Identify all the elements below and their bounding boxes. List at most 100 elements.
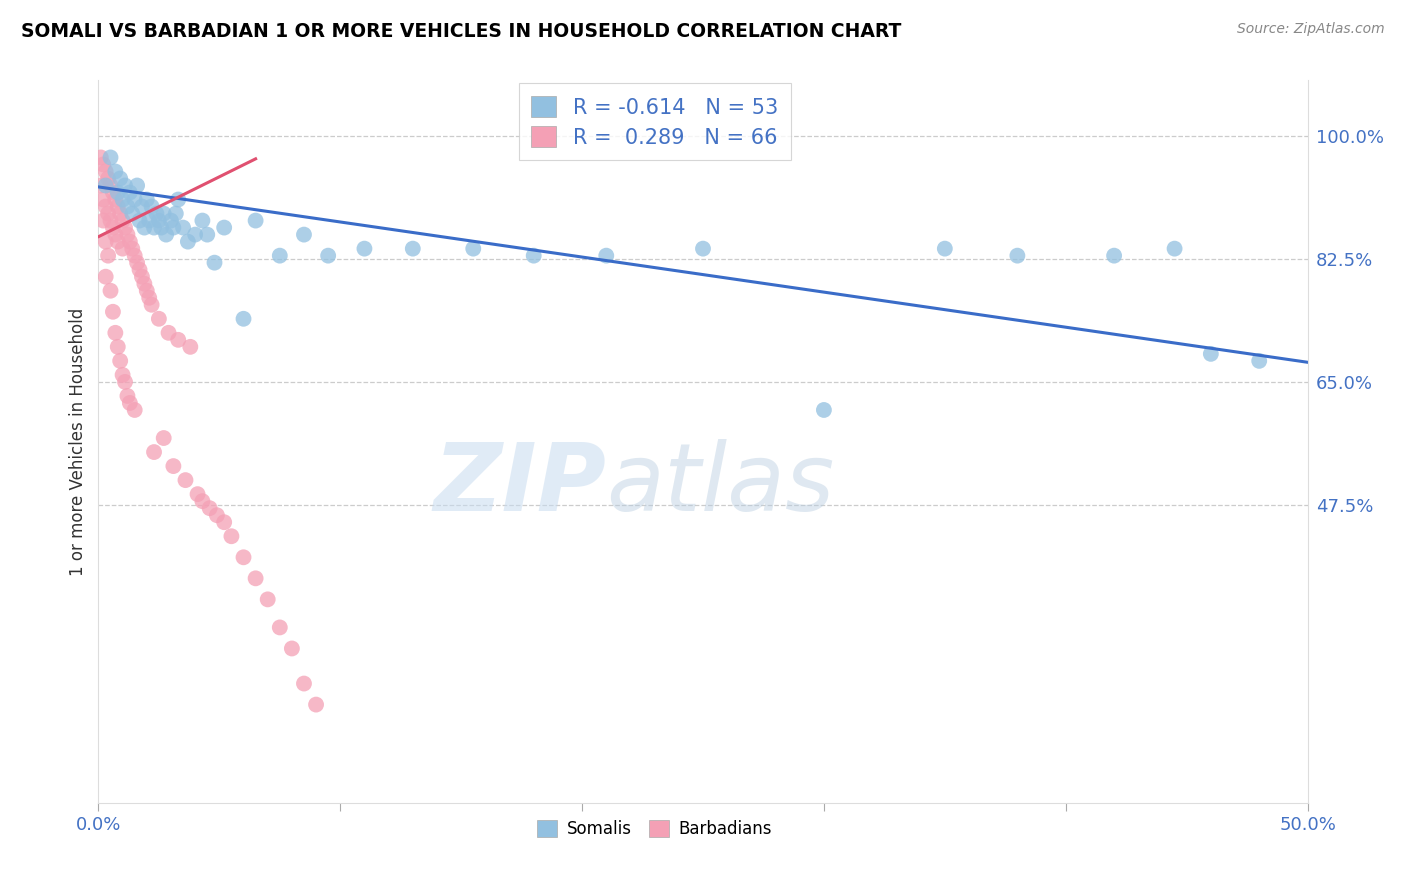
Point bbox=[90, 178, 112, 193]
Point bbox=[177, 235, 200, 249]
Point bbox=[269, 620, 291, 634]
Point bbox=[692, 242, 714, 256]
Point bbox=[1199, 347, 1222, 361]
Point bbox=[162, 220, 184, 235]
Point bbox=[100, 284, 122, 298]
Point bbox=[162, 459, 184, 474]
Point bbox=[111, 193, 134, 207]
Point bbox=[94, 269, 117, 284]
Point bbox=[167, 333, 190, 347]
Point bbox=[934, 242, 956, 256]
Legend: Somalis, Barbadians: Somalis, Barbadians bbox=[530, 814, 779, 845]
Point bbox=[101, 220, 124, 235]
Point bbox=[205, 508, 228, 523]
Point bbox=[292, 227, 315, 242]
Point bbox=[813, 403, 835, 417]
Point bbox=[353, 242, 375, 256]
Point bbox=[107, 235, 129, 249]
Point bbox=[114, 375, 136, 389]
Point bbox=[232, 311, 254, 326]
Point bbox=[91, 213, 114, 227]
Point bbox=[160, 213, 183, 227]
Point bbox=[108, 354, 131, 368]
Point bbox=[117, 227, 139, 242]
Point bbox=[150, 220, 173, 235]
Point bbox=[402, 242, 425, 256]
Point bbox=[135, 284, 157, 298]
Point bbox=[134, 277, 156, 291]
Text: Source: ZipAtlas.com: Source: ZipAtlas.com bbox=[1237, 22, 1385, 37]
Point bbox=[167, 193, 190, 207]
Point bbox=[148, 213, 170, 227]
Point bbox=[117, 200, 139, 214]
Point bbox=[198, 501, 221, 516]
Point bbox=[232, 550, 254, 565]
Point bbox=[191, 494, 214, 508]
Point bbox=[104, 193, 127, 207]
Point bbox=[195, 227, 218, 242]
Point bbox=[135, 193, 157, 207]
Point bbox=[305, 698, 328, 712]
Point bbox=[94, 235, 117, 249]
Point bbox=[256, 592, 278, 607]
Point bbox=[91, 157, 114, 171]
Point bbox=[94, 164, 117, 178]
Point bbox=[523, 249, 546, 263]
Point bbox=[152, 431, 174, 445]
Point bbox=[269, 249, 291, 263]
Point bbox=[316, 249, 339, 263]
Point bbox=[155, 227, 177, 242]
Point bbox=[91, 193, 114, 207]
Point bbox=[152, 206, 174, 220]
Point bbox=[107, 340, 129, 354]
Point bbox=[204, 255, 226, 269]
Point bbox=[124, 193, 146, 207]
Point bbox=[97, 249, 120, 263]
Point bbox=[104, 227, 127, 242]
Point bbox=[1249, 354, 1271, 368]
Point bbox=[172, 220, 194, 235]
Point bbox=[292, 676, 315, 690]
Point bbox=[143, 220, 166, 235]
Point bbox=[101, 305, 124, 319]
Point bbox=[595, 249, 617, 263]
Point bbox=[127, 178, 149, 193]
Point bbox=[1163, 242, 1185, 256]
Point bbox=[281, 641, 304, 656]
Point bbox=[114, 178, 136, 193]
Point bbox=[107, 186, 129, 200]
Point bbox=[141, 200, 163, 214]
Point bbox=[108, 206, 131, 220]
Point bbox=[463, 242, 485, 256]
Point bbox=[131, 200, 153, 214]
Point bbox=[111, 368, 134, 382]
Point bbox=[118, 235, 141, 249]
Point bbox=[143, 445, 166, 459]
Point bbox=[148, 311, 170, 326]
Point bbox=[165, 206, 187, 220]
Point bbox=[124, 249, 146, 263]
Point bbox=[138, 213, 160, 227]
Text: SOMALI VS BARBADIAN 1 OR MORE VEHICLES IN HOUSEHOLD CORRELATION CHART: SOMALI VS BARBADIAN 1 OR MORE VEHICLES I… bbox=[21, 22, 901, 41]
Point bbox=[94, 200, 117, 214]
Point bbox=[118, 186, 141, 200]
Point bbox=[1007, 249, 1029, 263]
Point bbox=[94, 178, 117, 193]
Point bbox=[100, 151, 122, 165]
Point bbox=[128, 262, 150, 277]
Point bbox=[191, 213, 214, 227]
Y-axis label: 1 or more Vehicles in Household: 1 or more Vehicles in Household bbox=[69, 308, 87, 575]
Point bbox=[138, 291, 160, 305]
Text: atlas: atlas bbox=[606, 440, 835, 531]
Point bbox=[221, 529, 243, 543]
Point bbox=[187, 487, 209, 501]
Point bbox=[104, 164, 127, 178]
Point bbox=[128, 213, 150, 227]
Point bbox=[245, 213, 267, 227]
Point bbox=[212, 220, 235, 235]
Point bbox=[100, 213, 122, 227]
Point bbox=[174, 473, 197, 487]
Point bbox=[212, 515, 235, 529]
Point bbox=[131, 269, 153, 284]
Point bbox=[114, 220, 136, 235]
